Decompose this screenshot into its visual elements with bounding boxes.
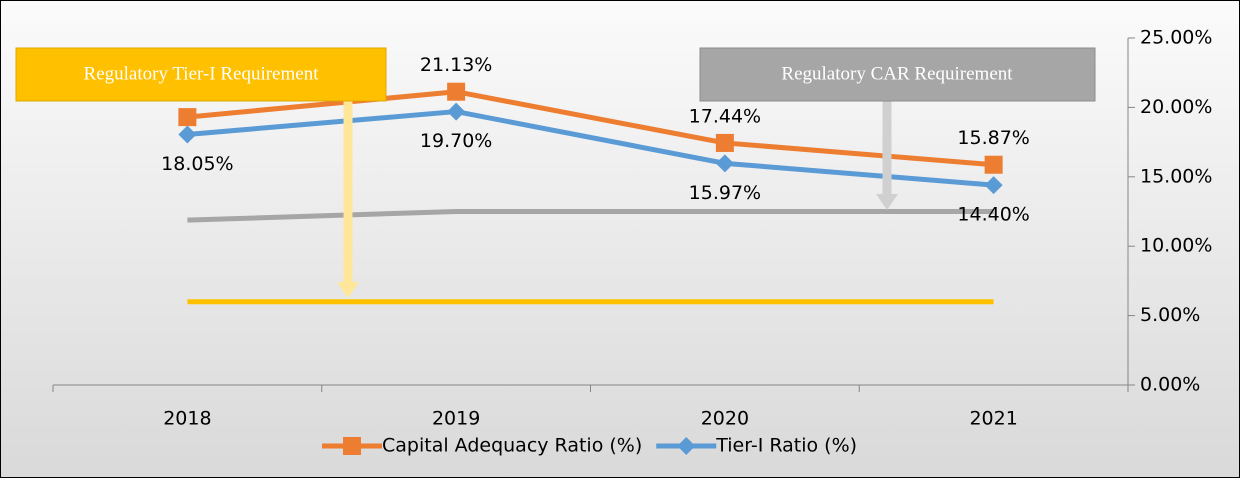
data-point <box>984 176 1003 195</box>
x-tick-label: 2018 <box>163 408 211 430</box>
annotation-arrow-head <box>876 194 898 210</box>
data-label: 15.97% <box>689 182 761 204</box>
y-tick-label: 0.00% <box>1140 374 1200 396</box>
data-point <box>984 155 1003 174</box>
legend-label: Tier-I Ratio (%) <box>715 435 857 457</box>
y-tick-label: 15.00% <box>1140 165 1212 187</box>
series-line <box>187 109 994 188</box>
legend-marker <box>343 437 361 455</box>
data-label: 15.87% <box>957 127 1029 149</box>
x-tick-label: 2020 <box>701 408 749 430</box>
data-point <box>178 125 197 144</box>
annotation-box <box>15 47 387 102</box>
legend-label: Capital Adequacy Ratio (%) <box>382 435 642 457</box>
data-point <box>447 102 466 121</box>
data-point <box>715 154 734 173</box>
data-label: 19.70% <box>420 130 492 152</box>
annotation-box <box>699 47 1096 102</box>
legend-marker <box>677 437 696 455</box>
data-label: 17.44% <box>689 105 761 127</box>
annotation-arrow-head <box>337 282 359 298</box>
data-label: 14.40% <box>957 204 1029 226</box>
series-line <box>187 89 994 168</box>
data-label: 21.13% <box>420 54 492 76</box>
annotation-text: Regulatory CAR Requirement <box>781 63 1013 84</box>
data-point <box>178 108 197 127</box>
data-point <box>715 133 734 152</box>
series-line <box>187 209 994 223</box>
y-tick-label: 20.00% <box>1140 96 1212 118</box>
x-tick-label: 2021 <box>969 408 1017 430</box>
data-point <box>447 82 466 101</box>
data-label: 18.05% <box>161 153 233 175</box>
annotation-text: Regulatory Tier-I Requirement <box>84 63 320 84</box>
y-tick-label: 5.00% <box>1140 304 1200 326</box>
y-tick-label: 10.00% <box>1140 235 1212 257</box>
x-tick-label: 2019 <box>432 408 480 430</box>
y-tick-label: 25.00% <box>1140 27 1212 49</box>
